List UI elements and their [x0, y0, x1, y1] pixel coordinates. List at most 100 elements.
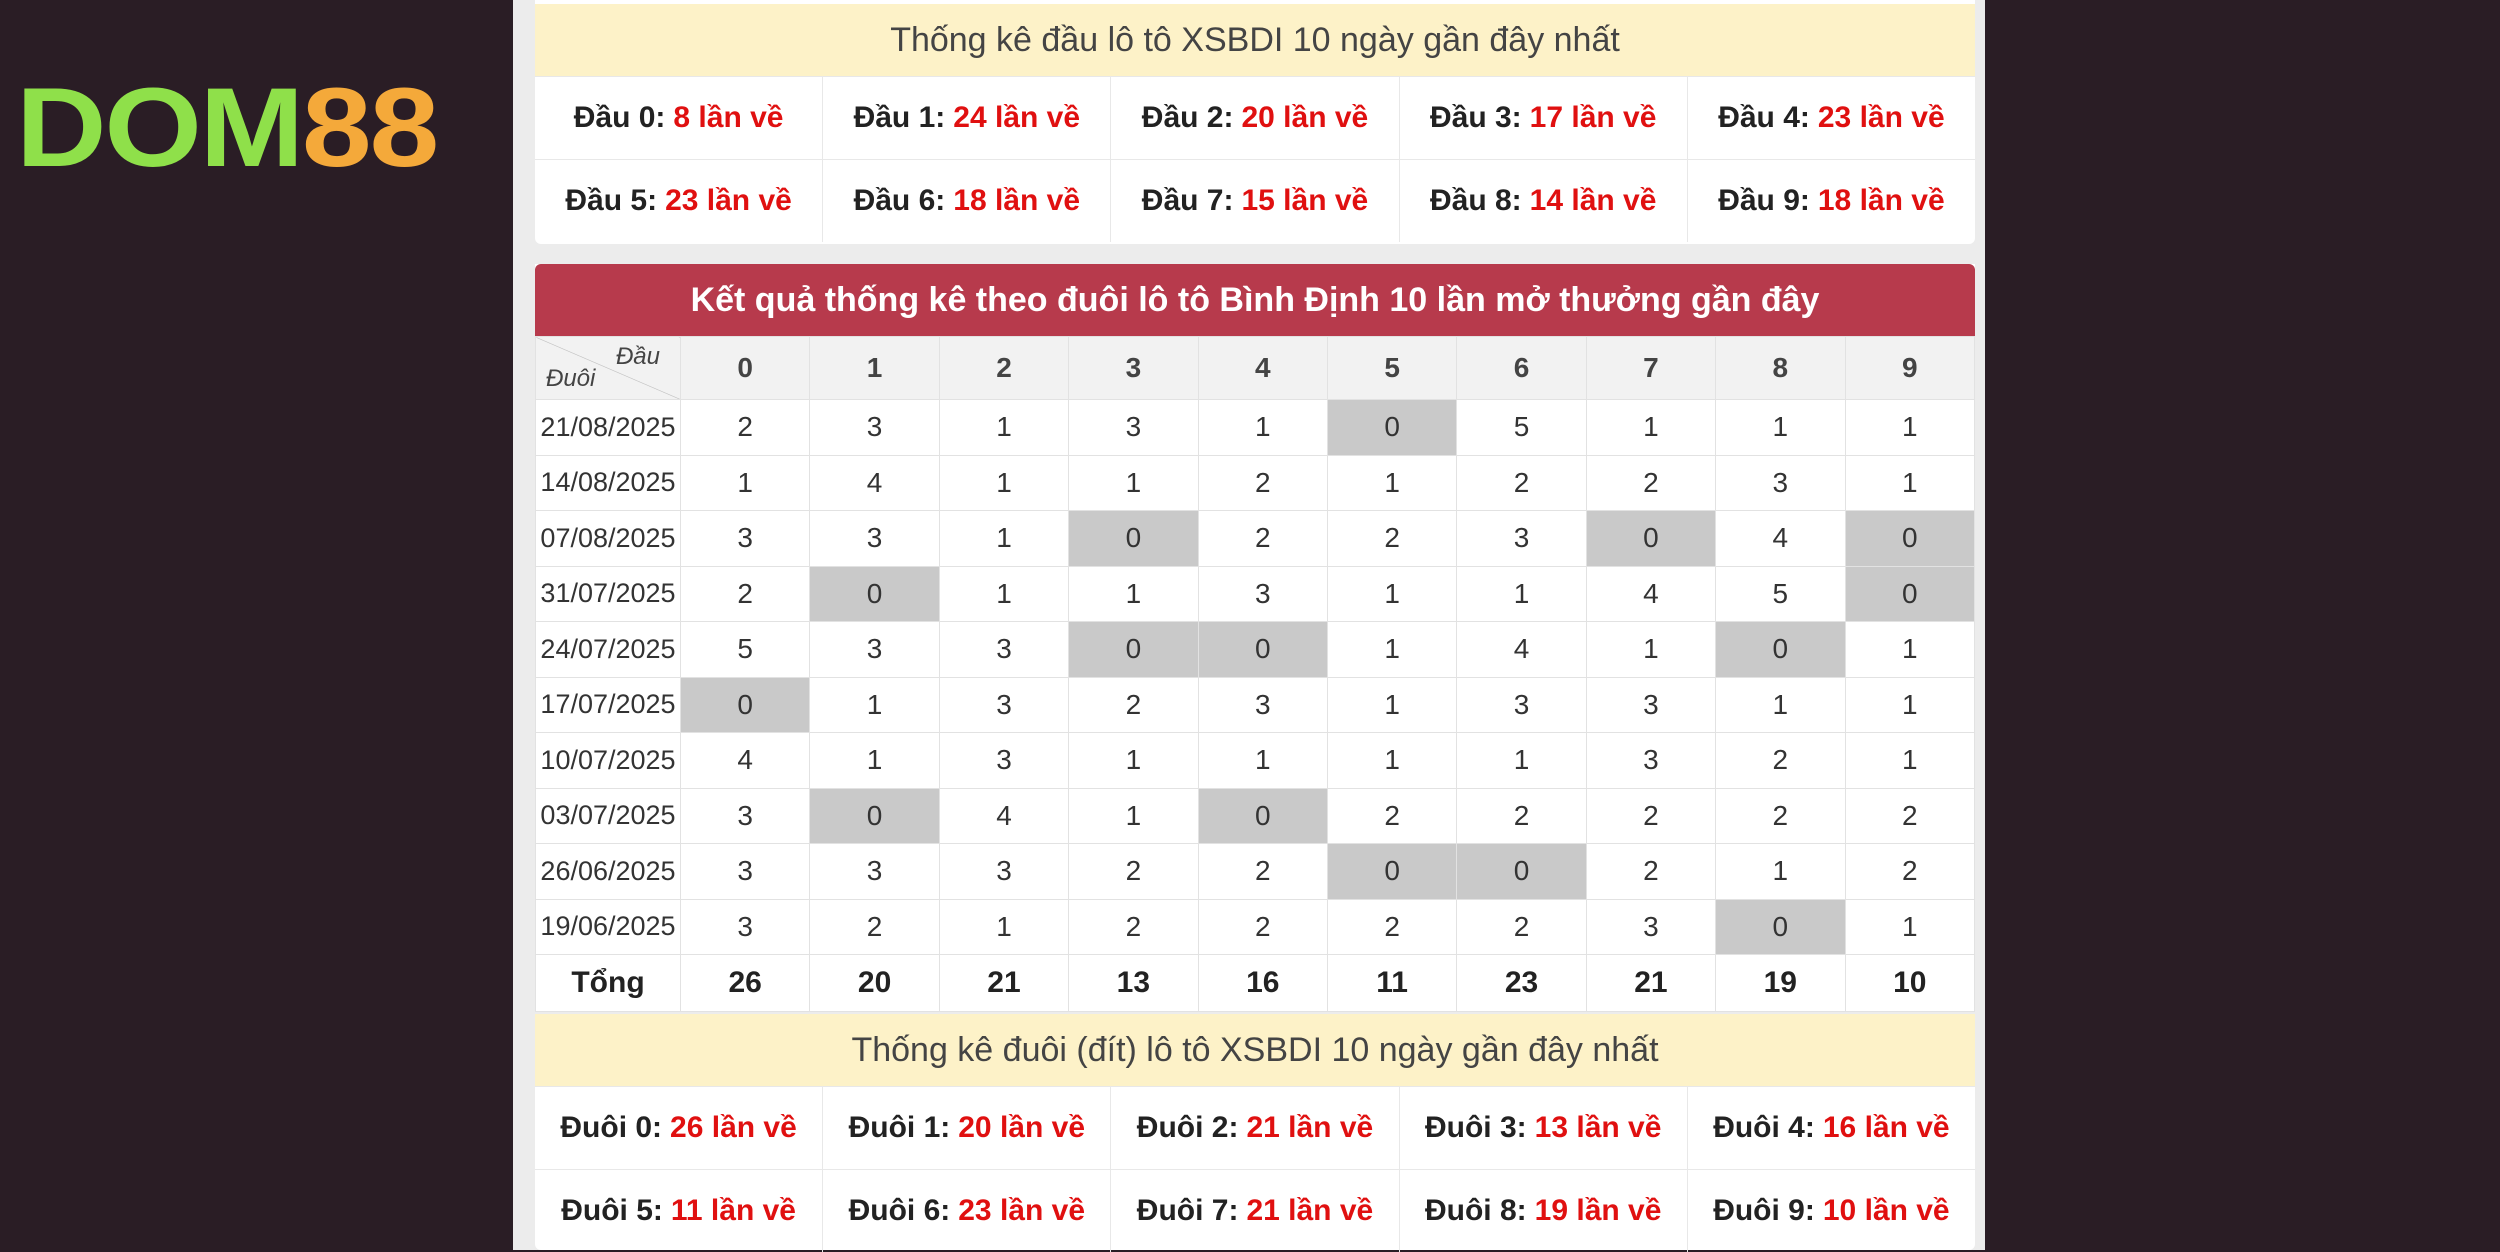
- table-cell: 2: [1585, 454, 1717, 511]
- table-row: 24/07/2025 5 3 3 0 0 1 4 1 0 1: [535, 621, 1976, 678]
- total-label: Tổng: [535, 954, 681, 1012]
- column-header: 7: [1585, 336, 1717, 400]
- table-cell: 1: [938, 510, 1070, 567]
- row-date: 14/08/2025: [535, 454, 681, 511]
- table-cell: 1: [1068, 454, 1199, 511]
- table-cell-zero: 0: [1844, 510, 1976, 567]
- head-summary-count: 23 lần về: [1817, 101, 1945, 134]
- dom88-logo[interactable]: DOM88: [16, 72, 439, 184]
- table-cell: 1: [1326, 621, 1458, 678]
- logo-text-88: 88: [301, 65, 439, 190]
- total-cell: 10: [1844, 954, 1976, 1012]
- table-cell: 1: [1197, 399, 1328, 456]
- tail-summary-item: Đuôi 3: 13 lần về: [1398, 1087, 1687, 1169]
- total-cell: 26: [679, 954, 811, 1012]
- table-cell: 2: [679, 399, 811, 456]
- tail-summary-item: Đuôi 0: 26 lần về: [535, 1087, 822, 1169]
- table-cell: 1: [1068, 565, 1199, 622]
- head-summary-label: Đầu 0:: [573, 101, 666, 134]
- tail-summary-count: 26 lần về: [670, 1111, 797, 1144]
- row-date: 07/08/2025: [535, 510, 681, 567]
- head-summary-item: Đầu 4: 23 lần về: [1686, 77, 1975, 159]
- tail-stats-table-section: Kết quả thống kê theo đuôi lô tô Bình Đị…: [535, 264, 1976, 1012]
- table-row: 07/08/2025 3 3 1 0 2 2 3 0 4 0: [535, 510, 1976, 567]
- table-cell: 1: [938, 898, 1070, 955]
- table-row: 10/07/2025 4 1 3 1 1 1 1 3 2 1: [535, 732, 1976, 789]
- table-cell: 3: [1585, 898, 1717, 955]
- table-cell: 2: [1068, 898, 1199, 955]
- table-cell: 2: [1068, 676, 1199, 733]
- table-cell: 2: [1585, 843, 1717, 900]
- tail-summary-count: 13 lần về: [1534, 1111, 1662, 1144]
- table-cell-zero: 0: [1068, 621, 1199, 678]
- table-cell: 1: [1456, 565, 1587, 622]
- table-row: 31/07/2025 2 0 1 1 3 1 1 4 5 0: [535, 565, 1976, 622]
- table-cell: 1: [1715, 676, 1846, 733]
- head-summary-item: Đầu 5: 23 lần về: [535, 160, 822, 242]
- column-header: 1: [809, 336, 940, 400]
- table-cell: 3: [1585, 676, 1717, 733]
- table-cell: 1: [1068, 787, 1199, 844]
- table-cell: 2: [1715, 787, 1846, 844]
- head-summary-count: 20 lần về: [1241, 101, 1369, 134]
- table-cell: 1: [1715, 843, 1846, 900]
- column-header: 3: [1068, 336, 1199, 400]
- table-cell: 3: [679, 898, 811, 955]
- column-header: 2: [938, 336, 1070, 400]
- tail-summary-label: Đuôi 7:: [1136, 1194, 1239, 1227]
- table-cell: 2: [1197, 898, 1328, 955]
- column-header: 0: [679, 336, 811, 400]
- head-summary-item: Đầu 2: 20 lần về: [1110, 77, 1398, 159]
- tail-summary-label: Đuôi 3:: [1424, 1111, 1527, 1144]
- tail-summary-label: Đuôi 1:: [848, 1111, 951, 1144]
- tail-summary-item: Đuôi 9: 10 lần về: [1686, 1170, 1975, 1252]
- table-cell: 4: [1715, 510, 1846, 567]
- row-date: 03/07/2025: [535, 787, 681, 844]
- column-header: 9: [1844, 336, 1976, 400]
- tail-stats-table-title: Kết quả thống kê theo đuôi lô tô Bình Đị…: [535, 264, 1975, 336]
- head-summary-item: Đầu 3: 17 lần về: [1398, 77, 1687, 159]
- table-cell: 3: [809, 510, 940, 567]
- tail-summary-label: Đuôi 5:: [561, 1194, 663, 1227]
- tail-summary-item: Đuôi 8: 19 lần về: [1398, 1170, 1687, 1252]
- table-cell: 1: [1456, 732, 1587, 789]
- tail-summary-count: 16 lần về: [1822, 1111, 1950, 1144]
- table-cell-zero: 0: [1715, 898, 1846, 955]
- logo-text-dom: DOM: [16, 65, 304, 190]
- corner-label-duoi: Đuôi: [546, 365, 596, 392]
- head-summary-count: 23 lần về: [665, 184, 792, 217]
- table-cell: 3: [809, 843, 940, 900]
- table-cell: 1: [1326, 565, 1458, 622]
- table-cell-zero: 0: [1585, 510, 1717, 567]
- tail-summary-count: 21 lần về: [1246, 1111, 1374, 1144]
- row-date: 21/08/2025: [535, 399, 681, 456]
- head-summary-count: 15 lần về: [1241, 184, 1369, 217]
- table-cell: 1: [1585, 621, 1717, 678]
- head-summary-item: Đầu 1: 24 lần về: [822, 77, 1110, 159]
- table-cell: 1: [809, 732, 940, 789]
- table-cell: 4: [938, 787, 1070, 844]
- table-cell: 3: [1715, 454, 1846, 511]
- table-row: 21/08/2025 2 3 1 3 1 0 5 1 1 1: [535, 399, 1976, 456]
- table-cell: 1: [1715, 399, 1846, 456]
- table-cell: 2: [1068, 843, 1199, 900]
- head-summary-count: 18 lần về: [1817, 184, 1945, 217]
- table-cell: 2: [1197, 454, 1328, 511]
- table-cell: 1: [1844, 399, 1976, 456]
- head-summary-box: Thống kê đầu lô tô XSBDI 10 ngày gần đây…: [535, 4, 1975, 244]
- table-cell: 1: [1326, 676, 1458, 733]
- head-summary-label: Đầu 1:: [853, 101, 946, 134]
- head-summary-label: Đầu 5:: [565, 184, 658, 217]
- tail-summary-item: Đuôi 5: 11 lần về: [535, 1170, 822, 1252]
- table-cell: 3: [938, 676, 1070, 733]
- column-header: 5: [1326, 336, 1458, 400]
- corner-label-dau: Đầu: [615, 343, 660, 370]
- table-cell: 3: [679, 510, 811, 567]
- table-cell: 1: [679, 454, 811, 511]
- head-summary-count: 18 lần về: [953, 184, 1081, 217]
- table-cell-zero: 0: [1197, 787, 1328, 844]
- table-cell: 1: [1844, 732, 1976, 789]
- tail-summary-item: Đuôi 7: 21 lần về: [1110, 1170, 1398, 1252]
- tail-summary-count: 20 lần về: [958, 1111, 1086, 1144]
- table-cell-zero: 0: [1715, 621, 1846, 678]
